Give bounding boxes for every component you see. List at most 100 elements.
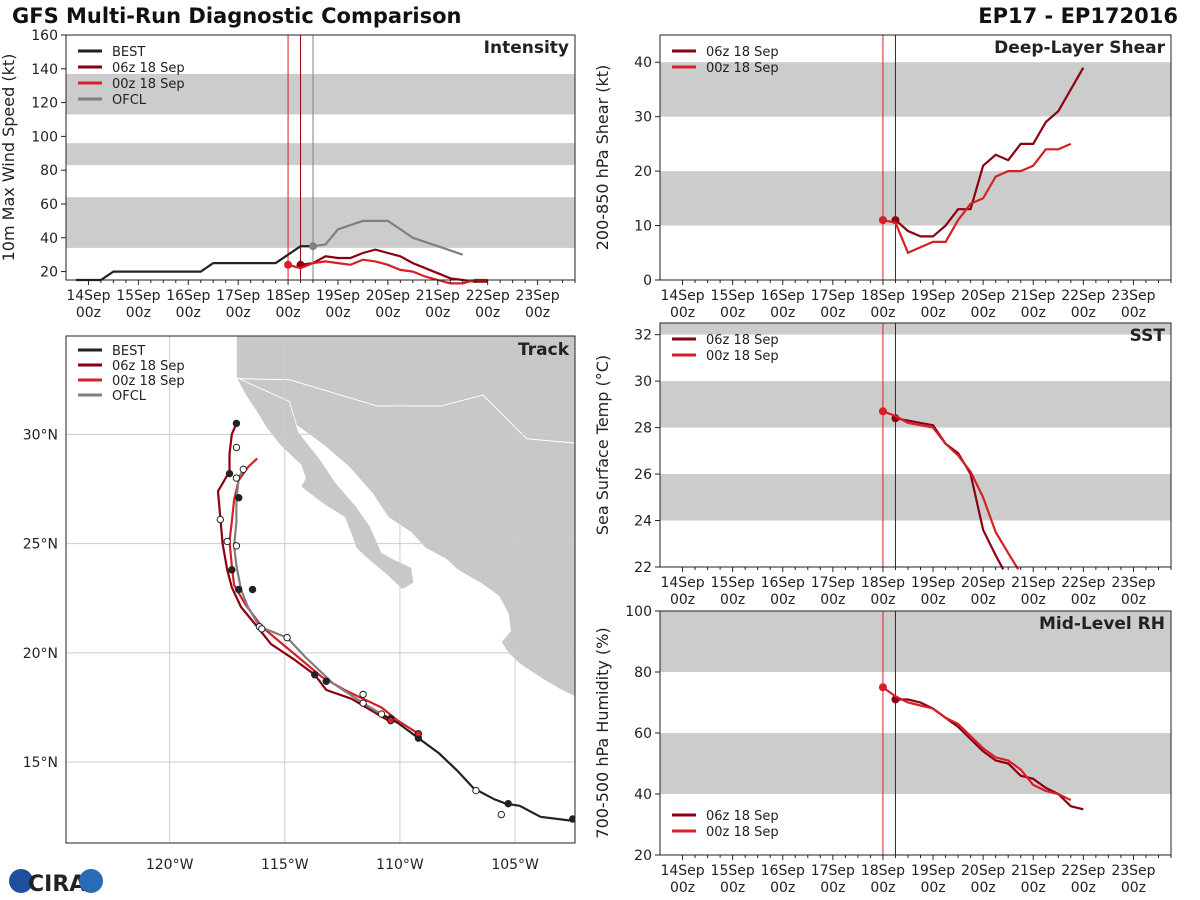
rh-xtick-sub: 00z	[1021, 880, 1046, 896]
intensity-series-run00	[287, 258, 488, 285]
sst-xtick-label: 21Sep	[1011, 575, 1055, 591]
sst-xtick-label: 18Sep	[861, 575, 905, 591]
sst-band	[660, 474, 1171, 521]
sst-legend-label: 00z 18 Sep	[706, 349, 779, 364]
sst-ytick-label: 30	[634, 374, 652, 390]
shear-series-run00	[882, 142, 1072, 255]
logo-graphic: CIRA	[9, 869, 103, 896]
intensity-ytick-label: 140	[31, 62, 58, 78]
track-title: Track	[518, 340, 570, 360]
intensity-xtick-label: 23Sep	[515, 288, 559, 304]
rh-xtick-sub: 00z	[720, 880, 745, 896]
intensity-ytick-label: 120	[31, 96, 58, 112]
rh-xtick-sub: 00z	[870, 880, 895, 896]
shear-xtick-sub: 00z	[1121, 305, 1146, 321]
shear-ytick-label: 40	[634, 55, 652, 71]
rh-xtick-label: 16Sep	[761, 863, 805, 879]
rh-ytick-label: 100	[625, 604, 652, 620]
intensity-xtick-sub: 00z	[275, 305, 300, 321]
intensity-ytick-label: 60	[40, 197, 58, 213]
sst-legend-label: 06z 18 Sep	[706, 333, 779, 348]
intensity-xtick-sub: 00z	[325, 305, 350, 321]
sst-xtick-sub: 00z	[870, 592, 895, 608]
sst-xtick-sub: 00z	[1021, 592, 1046, 608]
sst-xtick-label: 19Sep	[911, 575, 955, 591]
intensity-marker-ofcl	[309, 242, 318, 251]
sst-frame	[659, 322, 1172, 568]
intensity-xtick-label: 22Sep	[466, 288, 510, 304]
mainland-mexico	[235, 336, 575, 698]
sst-ytick-label: 26	[634, 467, 652, 483]
intensity-xtick-label: 21Sep	[416, 288, 460, 304]
rh-xtick-label: 14Sep	[660, 863, 704, 879]
shear-xtick-sub: 00z	[820, 305, 845, 321]
intensity-xtick-sub: 00z	[375, 305, 400, 321]
shear-frame	[659, 34, 1172, 281]
rh-ylabel: 700-500 hPa Humidity (%)	[593, 627, 612, 838]
rh-series-run00	[882, 686, 1072, 802]
sst-ytick-label: 24	[634, 514, 652, 530]
shear-xtick-sub: 00z	[971, 305, 996, 321]
shear-xtick-label: 19Sep	[911, 288, 955, 304]
sst-ytick-label: 28	[634, 421, 652, 437]
rh-xtick-label: 20Sep	[961, 863, 1005, 879]
intensity-ytick-label: 100	[31, 129, 58, 145]
track-series-run06	[216, 422, 389, 722]
intensity-xtick-sub: 00z	[425, 305, 450, 321]
sst-xtick-label: 20Sep	[961, 575, 1005, 591]
track-xtick-label: 110°W	[376, 857, 424, 873]
shear-xtick-label: 16Sep	[761, 288, 805, 304]
rh-xtick-sub: 00z	[1071, 880, 1096, 896]
track-xtick-label: 120°W	[146, 857, 194, 873]
intensity-ytick-label: 40	[40, 231, 58, 247]
sst-xtick-label: 15Sep	[711, 575, 755, 591]
shear-ytick-label: 30	[634, 110, 652, 126]
sst-xtick-sub: 00z	[971, 592, 996, 608]
intensity-xtick-sub: 00z	[525, 305, 550, 321]
track-point	[568, 815, 575, 823]
sst-band	[660, 381, 1171, 428]
track-point	[235, 494, 243, 502]
intensity-series-run06	[300, 248, 488, 283]
intensity-title: Intensity	[484, 38, 569, 58]
track-point	[232, 419, 241, 428]
shear-band	[660, 171, 1171, 226]
rh-xtick-label: 17Sep	[811, 863, 855, 879]
rh-xtick-label: 22Sep	[1061, 863, 1105, 879]
sst-ylabel: Sea Surface Temp (°C)	[593, 355, 612, 535]
intensity-legend-label: OFCL	[112, 93, 147, 108]
intensity-series-best	[76, 245, 313, 282]
rh-series-run06	[895, 698, 1084, 811]
rh-legend-label: 00z 18 Sep	[706, 825, 779, 840]
sst-xtick-sub: 00z	[720, 592, 745, 608]
shear-xtick-sub: 00z	[920, 305, 945, 321]
shear-title: Deep-Layer Shear	[994, 38, 1165, 58]
logo-globe-icon	[9, 869, 33, 893]
track-point	[239, 465, 248, 474]
sst-xtick-sub: 00z	[920, 592, 945, 608]
intensity-series-ofcl	[312, 219, 464, 256]
sst-marker-run00	[878, 407, 887, 416]
intensity-panel: 20 40 60 80 100 120 140 160 10m Max Wind Speed (…	[0, 28, 576, 321]
intensity-ylabel: 10m Max Wind Speed (kt)	[0, 54, 18, 262]
shear-xtick-sub: 00z	[1021, 305, 1046, 321]
shear-ylabel: 200-850 hPa Shear (kt)	[593, 65, 612, 251]
logo-text: CIRA	[28, 872, 86, 896]
sst-series-run00	[882, 410, 1020, 570]
track-legend-label: BEST	[112, 344, 145, 359]
track-legend-label: 00z 18 Sep	[112, 374, 185, 389]
shear-series-run06	[894, 67, 1085, 238]
intensity-marker-run00	[284, 260, 293, 269]
rh-xtick-sub: 00z	[670, 880, 695, 896]
rh-xtick-label: 18Sep	[861, 863, 905, 879]
shear-xtick-sub: 00z	[1071, 305, 1096, 321]
shear-legend-label: 06z 18 Sep	[706, 45, 779, 60]
rh-band	[660, 611, 1171, 672]
shear-xtick-label: 20Sep	[961, 288, 1005, 304]
baja-california	[235, 376, 415, 590]
shear-xtick-label: 18Sep	[861, 288, 905, 304]
intensity-xtick-label: 14Sep	[66, 288, 110, 304]
intensity-band	[66, 73, 575, 115]
